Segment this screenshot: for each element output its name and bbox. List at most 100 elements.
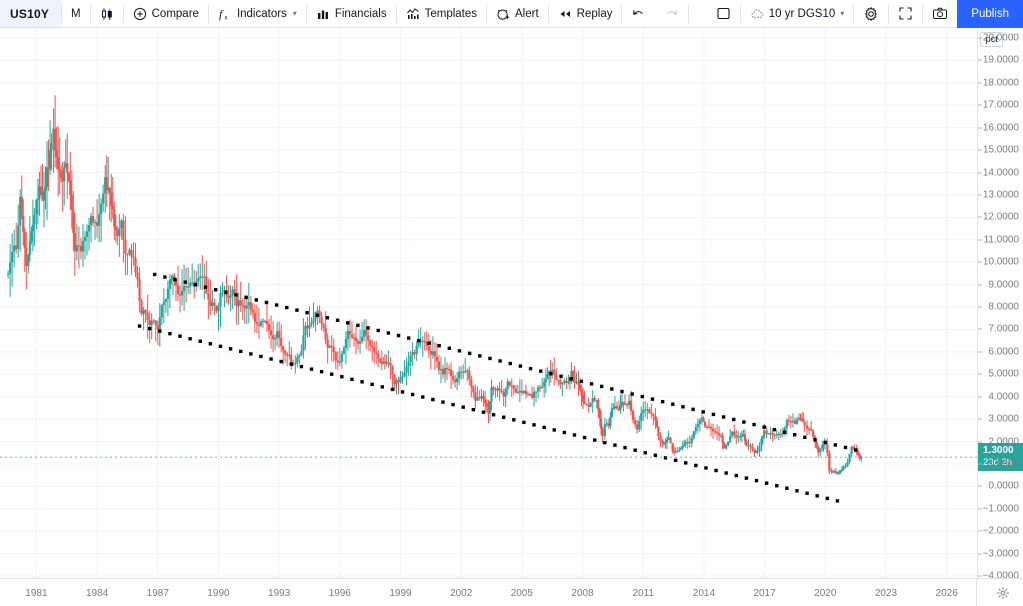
price-tick-mark [978,396,982,398]
interval-button[interactable]: M [62,0,90,27]
layout-button[interactable] [707,0,740,27]
toolbar-divider [207,4,209,23]
time-tick-label: 1981 [25,588,48,599]
vertical-gridlines [35,28,948,578]
plus-circle-icon [133,7,147,21]
price-tick-mark [978,373,982,375]
price-tick-mark [978,306,982,308]
price-tick-mark [978,441,982,442]
cloud-icon [750,7,765,21]
candlestick-icon [100,7,114,21]
price-tick-label: 19.0000 [982,54,1019,66]
toolbar-divider [395,4,397,23]
price-tick-label: −2.0000 [982,525,1019,537]
price-tick-label: 1.0000 [988,458,1019,470]
time-tick-label: 2014 [692,588,716,599]
candlestick-series [6,95,863,476]
templates-icon [406,7,420,21]
price-tick-mark [978,530,982,532]
compare-button[interactable]: Compare [124,0,208,27]
price-tick-label: −1.0000 [982,503,1019,515]
chart-type-button[interactable] [91,0,123,27]
indicators-label: Indicators [236,7,287,20]
chevron-down-icon: ▾ [292,9,297,18]
symbol-button[interactable]: US10Y [0,0,62,27]
price-tick-mark [978,508,982,510]
price-tick-label: 15.0000 [982,144,1019,156]
price-tick-mark [978,194,982,196]
toolbar-divider [888,4,890,23]
top-toolbar: US10Y M [0,0,1023,28]
time-tick-label: 1984 [85,588,109,599]
price-tick-label: 13.0000 [982,189,1019,201]
price-tick-mark [978,575,982,577]
fullscreen-icon [898,6,913,21]
templates-button[interactable]: Templates [397,0,486,27]
chevron-down-icon: ▾ [840,9,845,18]
axis-settings-gear-icon[interactable] [996,586,1010,600]
publish-button[interactable]: Publish [957,0,1023,28]
indicators-button[interactable]: f x Indicators ▾ [209,0,306,27]
price-tick-mark [978,328,982,330]
time-tick-label: 2020 [814,588,837,599]
price-tick-label: 2.0000 [988,436,1019,447]
price-tick-label: 9.0000 [988,279,1019,291]
replay-button[interactable]: Replay [549,0,622,27]
trendline-drawings[interactable] [137,272,858,503]
horizontal-gridlines [0,37,977,577]
function-icon: f x [218,7,232,21]
axis-divider [976,579,977,606]
price-tick-label: 17.0000 [982,99,1019,111]
last-price-value: 1.3000 [983,445,1014,457]
last-price-badge: 1.3000 23d 2h [978,443,1023,472]
financials-label: Financials [334,7,387,20]
time-tick-label: 2011 [632,588,654,599]
price-tick-mark [978,127,982,129]
alert-button[interactable]: Alert [487,0,548,27]
price-tick-mark [978,37,982,39]
price-tick-mark [978,463,982,465]
bar-chart-icon [316,7,330,21]
toolbar-divider [486,4,488,23]
price-tick-mark [978,82,982,84]
price-tick-label: −4.0000 [982,570,1019,582]
gear-icon [863,6,879,22]
price-tick-label: 16.0000 [982,122,1019,134]
price-tick-label: 7.0000 [988,323,1019,335]
undo-button[interactable] [622,0,655,27]
toolbar-divider [853,4,855,23]
chart-settings-button[interactable] [854,0,888,27]
fullscreen-button[interactable] [889,0,922,27]
time-tick-label: 1993 [268,588,291,599]
saved-layout-button[interactable]: 10 yr DGS10 ▾ [741,0,854,27]
chart-canvas [0,28,977,578]
redo-button[interactable] [655,0,688,27]
time-tick-label: 2008 [571,588,594,599]
time-tick-label: 1990 [207,588,230,599]
toolbar-spacer [689,0,706,27]
redo-arrow-icon [664,7,679,21]
price-tick-mark [978,485,982,487]
price-tick-label: 4.0000 [988,391,1019,403]
price-tick-mark [978,172,982,173]
single-layout-icon [716,6,731,21]
price-tick-mark [978,239,982,241]
price-tick-label: 6.0000 [988,346,1019,358]
chart-plot-area[interactable] [0,28,977,578]
templates-label: Templates [424,7,478,20]
toolbar-divider [739,4,741,23]
rewind-icon [558,7,572,21]
snapshot-button[interactable] [923,0,957,27]
price-tick-mark [978,261,982,263]
time-tick-label: 2023 [874,588,898,599]
price-axis[interactable]: pct 1.3000 23d 2h 20.0000 19.0000 18.0000 1… [977,28,1023,582]
time-tick-label: 1987 [146,588,169,599]
price-tick-label: −3.0000 [982,548,1019,560]
toolbar-divider [122,4,124,23]
bar-countdown: 23d 2h [983,457,1013,469]
percent-scale-badge[interactable]: pct [980,32,1003,47]
price-tick-label: 0.0000 [988,480,1019,492]
time-tick-label: 2002 [450,588,473,599]
financials-button[interactable]: Financials [307,0,396,27]
time-axis[interactable]: 1981 1984 1987 1990 1993 1996 1999 2002 2005 2008… [0,578,1023,606]
